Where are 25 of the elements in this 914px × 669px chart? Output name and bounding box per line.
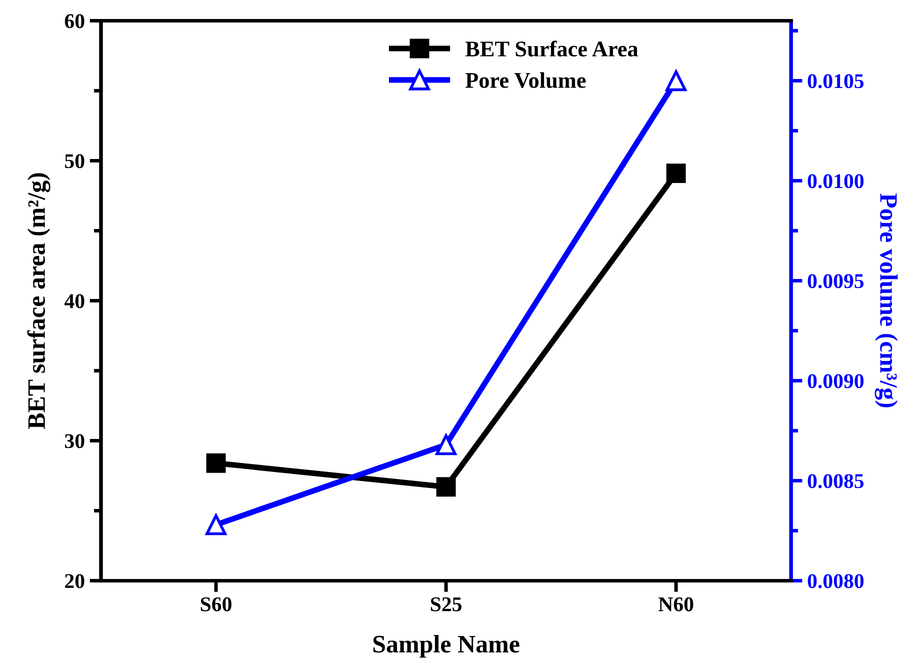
y2-tick-label: 0.0085: [808, 474, 864, 488]
legend-label: Pore Volume: [465, 72, 586, 88]
y2-tick-label: 0.0095: [808, 274, 864, 288]
point: [206, 453, 226, 473]
y2-tick-label: 0.0105: [808, 74, 864, 88]
x-axis-title: Sample Name: [373, 635, 520, 658]
y-tick-label: 60: [64, 14, 84, 28]
x-tick-label: S25: [430, 597, 462, 612]
x-tick-label: S60: [200, 597, 232, 612]
y-tick-label: 40: [64, 294, 84, 308]
point: [206, 514, 226, 536]
point: [436, 434, 456, 456]
y-tick-label: 20: [65, 574, 84, 588]
y2-tick-label: 0.0080: [808, 574, 864, 588]
legend-label: BET Surface Area: [465, 40, 638, 57]
point: [436, 477, 456, 497]
x-tick-label: N60: [658, 597, 694, 612]
y-tick-label: 50: [65, 154, 84, 168]
point: [666, 70, 686, 92]
y-axis-title: BET surface area (m²/g): [27, 173, 50, 429]
y2-tick-label: 0.0100: [808, 174, 864, 188]
point: [666, 164, 686, 184]
y-tick-label: 30: [64, 434, 84, 448]
y2-tick-label: 0.0090: [808, 374, 864, 388]
y2-axis-title: Pore volume (cm³/g): [874, 193, 898, 408]
